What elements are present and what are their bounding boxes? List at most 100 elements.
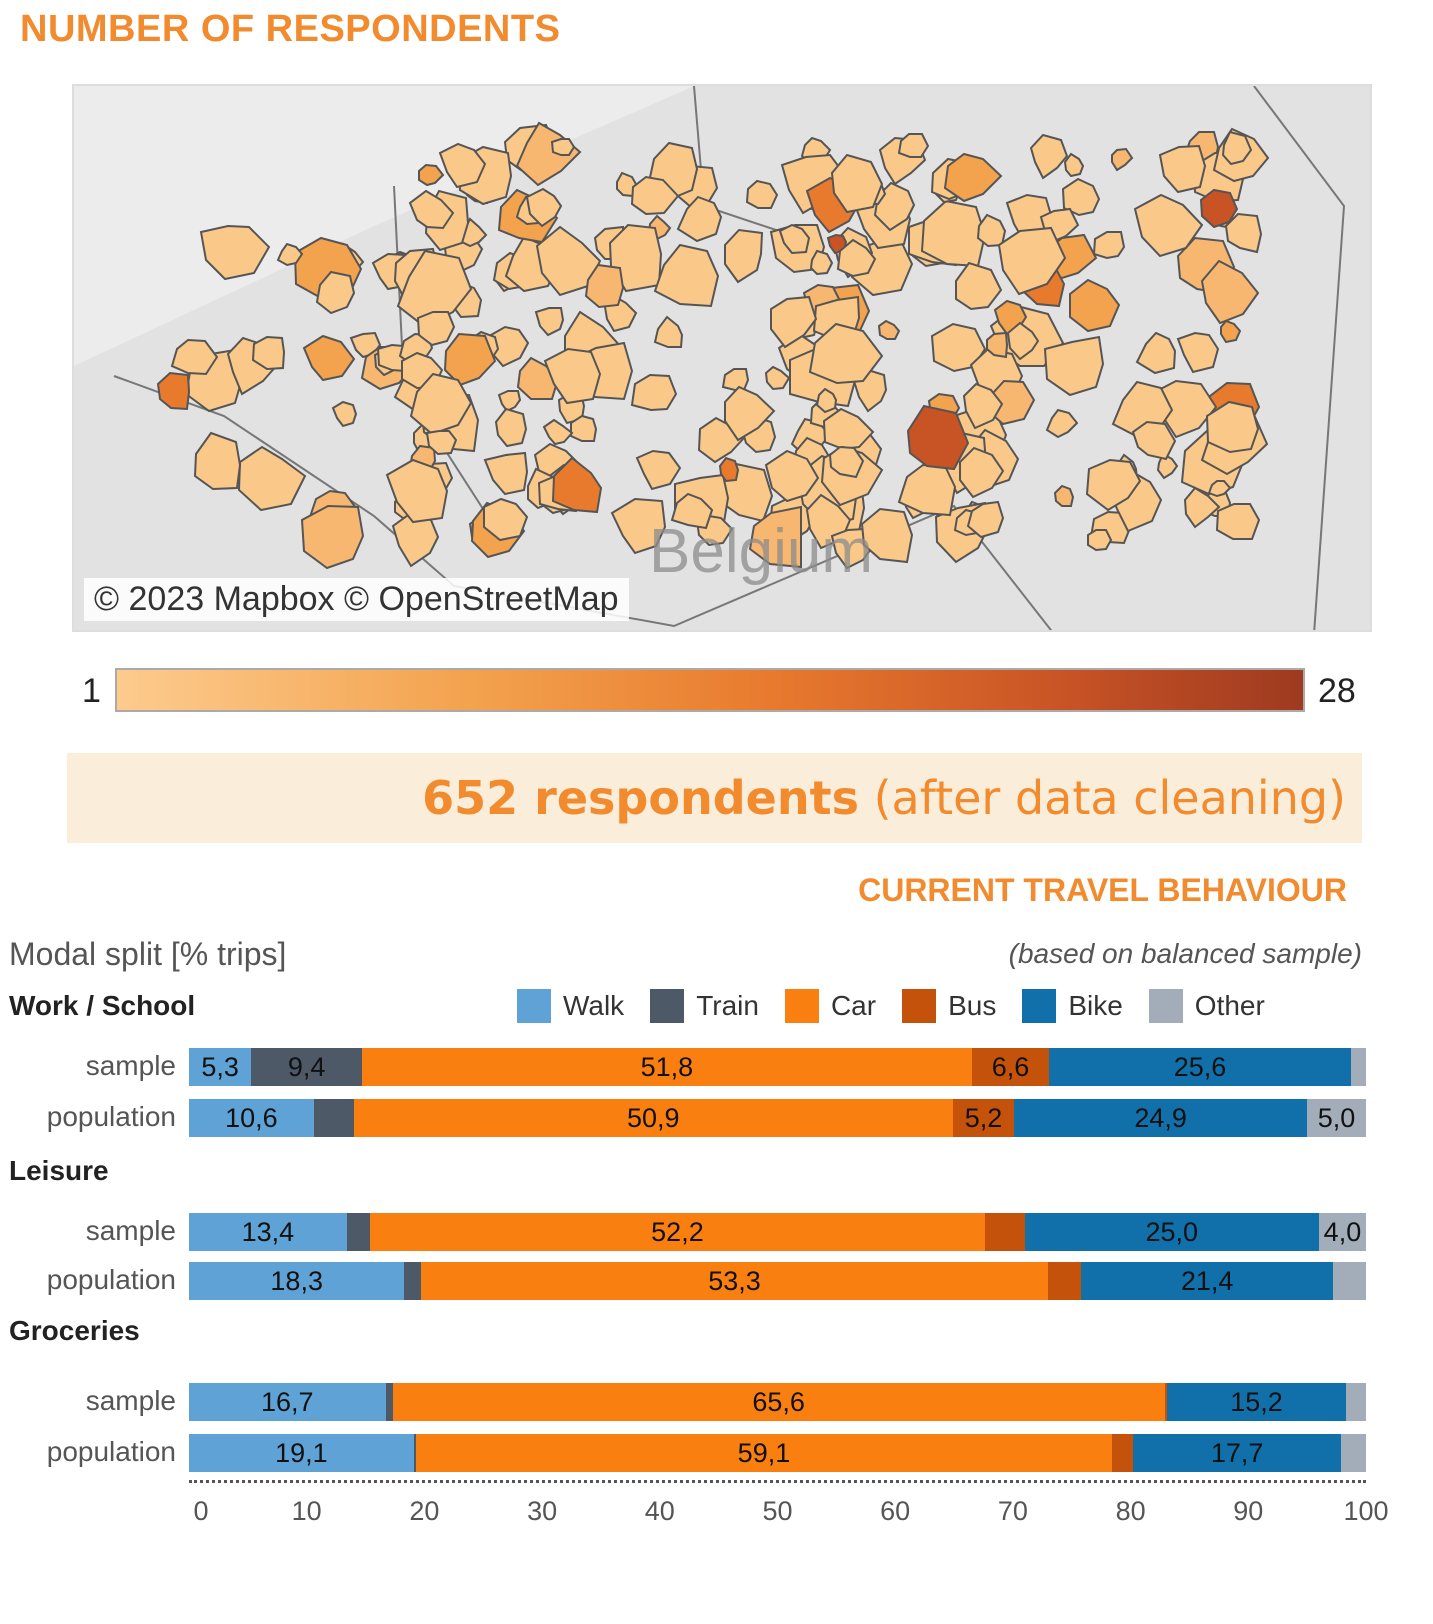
municipality-region[interactable]	[494, 407, 528, 448]
municipality-region[interactable]	[748, 505, 802, 569]
municipality-region[interactable]	[535, 225, 602, 297]
municipality-region[interactable]	[610, 497, 667, 555]
municipality-region[interactable]	[416, 311, 456, 347]
map-credit[interactable]: © 2023 Mapbox © OpenStreetMap	[84, 578, 629, 621]
municipality-region[interactable]	[1063, 152, 1085, 178]
municipality-region[interactable]	[1085, 458, 1142, 512]
municipality-region[interactable]	[156, 371, 191, 411]
municipality-region[interactable]	[551, 456, 603, 514]
municipality-region[interactable]	[1220, 319, 1242, 344]
municipality-region[interactable]	[1087, 529, 1113, 552]
municipality-region[interactable]	[1061, 177, 1101, 217]
municipality-region[interactable]	[542, 418, 574, 446]
municipality-region[interactable]	[543, 347, 602, 405]
respondents-map[interactable]: Belgium © 2023 Mapbox © OpenStreetMap	[72, 84, 1372, 632]
municipality-region[interactable]	[815, 387, 838, 414]
municipality-region[interactable]	[331, 400, 358, 428]
municipality-region[interactable]	[986, 331, 1009, 359]
municipality-region[interactable]	[635, 449, 682, 491]
municipality-region[interactable]	[897, 133, 930, 158]
municipality-region[interactable]	[300, 504, 365, 570]
x-tick-label: 10	[291, 1496, 322, 1526]
municipality-region[interactable]	[1207, 480, 1232, 498]
municipality-region[interactable]	[1053, 484, 1075, 507]
municipality-region[interactable]	[764, 365, 791, 391]
municipality-region[interactable]	[584, 263, 625, 309]
municipality-region[interactable]	[1183, 486, 1221, 529]
municipality-region[interactable]	[808, 322, 884, 385]
municipality-region[interactable]	[906, 404, 970, 471]
municipality-region[interactable]	[955, 261, 1003, 311]
municipality-region[interactable]	[1205, 400, 1260, 454]
municipality-region[interactable]	[1092, 231, 1126, 260]
municipality-region[interactable]	[525, 187, 563, 228]
municipality-region[interactable]	[1069, 278, 1121, 333]
municipality-region[interactable]	[409, 372, 473, 436]
municipality-region[interactable]	[1133, 193, 1204, 258]
municipality-region[interactable]	[1215, 503, 1261, 540]
municipality-region[interactable]	[425, 430, 458, 456]
municipality-region[interactable]	[1131, 420, 1177, 461]
municipality-region[interactable]	[1006, 321, 1040, 361]
municipality-region[interactable]	[1045, 408, 1079, 439]
municipality-region[interactable]	[718, 456, 740, 483]
municipality-region[interactable]	[534, 307, 565, 337]
legend-swatch	[1022, 989, 1057, 1023]
municipality-region[interactable]	[860, 507, 914, 564]
municipality-region[interactable]	[1029, 133, 1069, 180]
municipality-region[interactable]	[653, 243, 720, 308]
municipality-region[interactable]	[630, 373, 678, 412]
municipality-region[interactable]	[676, 195, 723, 243]
municipality-region[interactable]	[1199, 188, 1239, 229]
municipality-region[interactable]	[1135, 331, 1177, 375]
municipality-region[interactable]	[959, 446, 1005, 499]
municipality-region[interactable]	[943, 152, 1003, 203]
municipality-region[interactable]	[670, 492, 714, 530]
municipality-region[interactable]	[1158, 144, 1207, 194]
municipality-region[interactable]	[962, 382, 1004, 430]
municipality-region[interactable]	[199, 224, 271, 281]
municipality-region[interactable]	[653, 315, 684, 348]
municipality-region[interactable]	[385, 458, 449, 524]
municipality-region[interactable]	[251, 335, 286, 371]
municipality-region[interactable]	[1156, 452, 1179, 480]
municipality-region[interactable]	[724, 385, 776, 442]
municipality-region[interactable]	[809, 249, 834, 276]
municipality-region[interactable]	[608, 223, 663, 293]
municipality-region[interactable]	[418, 163, 445, 187]
municipality-region[interactable]	[1224, 212, 1263, 254]
municipality-region[interactable]	[836, 238, 877, 278]
municipality-region[interactable]	[770, 295, 818, 349]
municipality-region[interactable]	[408, 189, 455, 230]
municipality-region[interactable]	[483, 451, 529, 496]
municipality-region[interactable]	[1176, 331, 1220, 374]
municipality-region[interactable]	[930, 322, 987, 373]
municipality-region[interactable]	[170, 338, 219, 376]
municipality-region[interactable]	[724, 228, 764, 284]
municipality-region[interactable]	[822, 407, 875, 451]
municipality-region[interactable]	[1200, 259, 1260, 325]
municipality-region[interactable]	[966, 500, 1005, 539]
municipality-region[interactable]	[1111, 147, 1134, 172]
municipality-region[interactable]	[315, 270, 356, 315]
municipality-region[interactable]	[630, 175, 680, 216]
municipality-region[interactable]	[443, 332, 497, 387]
municipality-region[interactable]	[497, 390, 522, 413]
municipality-region[interactable]	[193, 431, 242, 491]
municipality-region[interactable]	[1221, 130, 1253, 166]
municipality-region[interactable]	[570, 414, 598, 442]
municipality-region[interactable]	[438, 142, 487, 189]
municipality-region[interactable]	[778, 223, 811, 255]
municipality-region[interactable]	[515, 121, 582, 187]
municipality-region[interactable]	[1043, 335, 1105, 397]
municipality-region[interactable]	[483, 497, 529, 542]
municipality-region[interactable]	[302, 334, 356, 382]
municipality-region[interactable]	[745, 179, 779, 209]
municipality-region[interactable]	[828, 445, 865, 479]
municipality-region[interactable]	[877, 319, 901, 340]
municipality-region[interactable]	[830, 153, 884, 214]
municipality-region[interactable]	[997, 226, 1067, 296]
municipality-region[interactable]	[550, 138, 576, 156]
municipality-region[interactable]	[276, 242, 304, 267]
municipality-region[interactable]	[764, 449, 820, 503]
